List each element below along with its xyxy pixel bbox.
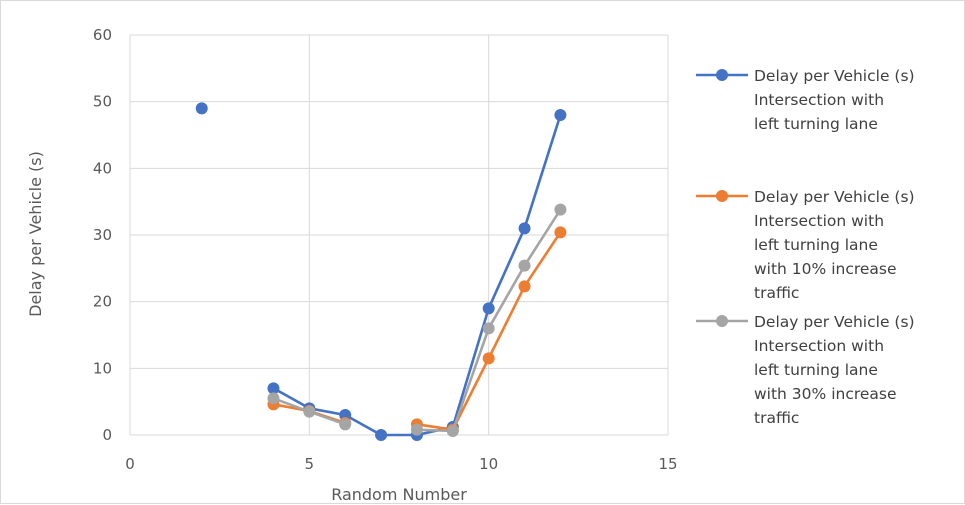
series-1: [195, 102, 567, 441]
legend-item-3: Delay per Vehicle (s) Intersection with le…: [696, 313, 915, 427]
series-3-point: [554, 203, 567, 216]
series-3-point: [303, 405, 316, 418]
series-1-point: [518, 222, 531, 235]
legend-label-line: left turning lane: [754, 236, 878, 254]
y-axis-title: Delay per Vehicle (s): [26, 151, 45, 317]
y-tick-label: 50: [93, 93, 112, 111]
series-3: [267, 203, 567, 437]
series-3-point: [518, 259, 531, 272]
legend-label-line: Intersection with: [754, 91, 884, 109]
x-tick-label: 10: [479, 455, 498, 473]
y-tick-label: 40: [93, 159, 112, 177]
series-3-point: [267, 392, 280, 405]
legend-swatch-marker: [716, 69, 728, 81]
legend-swatch-marker: [716, 315, 728, 327]
x-tick-label: 5: [305, 455, 315, 473]
series-3-point: [446, 425, 459, 437]
legend-label-line: Delay per Vehicle (s): [754, 67, 915, 85]
y-tick-label: 20: [93, 293, 112, 311]
legend-item-2: Delay per Vehicle (s) Intersection with le…: [696, 188, 915, 302]
series-1-point: [482, 302, 495, 315]
series-3-point: [410, 423, 423, 436]
x-axis-title: Random Number: [331, 485, 467, 504]
legend-label-line: left turning lane: [754, 361, 878, 379]
series-1-point: [554, 109, 567, 121]
x-tick-label: 0: [125, 455, 135, 473]
legend-label-line: Intersection with: [754, 212, 884, 230]
legend-label-line: with 30% increase: [754, 385, 897, 403]
y-tick-label: 0: [102, 426, 112, 444]
legend-label-line: traffic: [754, 284, 799, 302]
series-1-line: [272, 114, 562, 437]
y-tick-label: 60: [93, 26, 112, 44]
y-tick-label: 10: [93, 359, 112, 377]
legend-item-1: Delay per Vehicle (s) Intersection with le…: [696, 67, 915, 133]
grid: [129, 34, 669, 436]
legend-label-line: Intersection with: [754, 337, 884, 355]
y-tick-label: 30: [93, 226, 112, 244]
legend: Delay per Vehicle (s) Intersection with le…: [696, 67, 915, 427]
series-2-point: [482, 352, 495, 365]
series-1-point: [375, 429, 388, 441]
series: [195, 102, 567, 441]
legend-label-line: traffic: [754, 409, 799, 427]
series-3-point: [482, 322, 495, 335]
legend-label-line: Delay per Vehicle (s): [754, 188, 915, 206]
legend-label-line: Delay per Vehicle (s): [754, 313, 915, 331]
series-2-point: [554, 226, 567, 239]
legend-label-line: left turning lane: [754, 115, 878, 133]
legend-swatch-marker: [716, 190, 728, 202]
x-tick-label: 15: [658, 455, 677, 473]
series-1-point: [195, 102, 208, 115]
series-2-point: [518, 280, 531, 293]
series-1-point: [267, 382, 280, 395]
tick-labels: 0 10 20 30 40 50 60 0 5 10 15: [93, 26, 678, 473]
legend-label-line: with 10% increase: [754, 260, 897, 278]
series-3-point: [339, 418, 352, 431]
